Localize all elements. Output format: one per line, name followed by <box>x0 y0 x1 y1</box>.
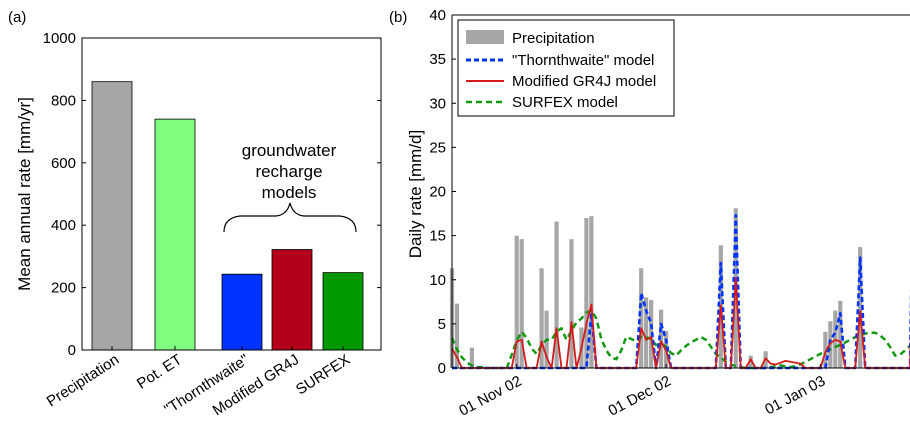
panel-a-x-tick-label: Modified GR4J <box>210 351 302 419</box>
panel-b-y-tick-label: 40 <box>429 7 446 24</box>
legend-label-thornthwaite: "Thornthwaite" model <box>512 52 654 69</box>
precipitation-bar <box>454 303 460 368</box>
annotation-line-1: groundwater <box>242 141 337 160</box>
precipitation-bar <box>569 239 574 368</box>
panel-b-x-tick-label: 01 Jan 03 <box>762 373 828 419</box>
panel-b-y-tick-label: 25 <box>429 139 446 156</box>
panel-a-bar <box>154 118 196 351</box>
precipitation-bar <box>748 355 753 368</box>
panel-a-label: (a) <box>8 9 26 26</box>
panel-b-legend: Precipitation "Thornthwaite" model Modif… <box>457 19 675 117</box>
panel-a-bar <box>221 273 263 351</box>
panel-b-time-series-chart: (b) Daily rate [mm/d] 0 5 10 15 20 25 30 35 40 0… <box>389 7 910 420</box>
panel-a-x-tick-label: Precipitation <box>44 351 122 410</box>
precipitation-bar <box>584 217 589 368</box>
panel-b-y-axis-label: Daily rate [mm/d] <box>406 130 425 258</box>
precipitation-bar <box>469 347 475 368</box>
panel-a-plot-frame <box>81 37 382 351</box>
panel-a-bar <box>271 249 313 351</box>
precipitation-bar <box>644 297 649 368</box>
panel-b-y-tick-label: 35 <box>429 51 446 68</box>
panel-a-bar-chart: (a) Mean annual rate [mm/yr] 0 200 400 600 8… <box>8 9 382 419</box>
annotation-line-3: models <box>262 183 317 202</box>
precipitation-bar <box>519 239 524 368</box>
panel-a-y-tick-label: 400 <box>51 217 76 234</box>
panel-b-label: (b) <box>389 9 407 26</box>
curly-brace <box>223 202 357 233</box>
panel-a-x-tick-label: Pot. ET <box>134 351 185 393</box>
precipitation-bar <box>838 300 843 368</box>
groundwater-annotation: groundwater recharge models <box>223 141 357 233</box>
legend-label-surfex: SURFEX model <box>512 94 618 111</box>
panel-a-y-tick-label: 200 <box>51 280 76 297</box>
panel-a-y-tick-label: 800 <box>51 92 76 109</box>
panel-a-y-tick-label: 600 <box>51 155 76 172</box>
panel-a-y-tick-label: 1000 <box>43 30 76 47</box>
panel-b-x-tick-label: 01 Dec 02 <box>606 373 674 420</box>
panel-a-y-tick-label: 0 <box>68 342 76 359</box>
panel-a-bar <box>322 272 364 351</box>
panel-b-y-tick-label: 5 <box>438 316 446 333</box>
precipitation-bar <box>514 235 519 368</box>
precipitation-bar <box>858 247 863 368</box>
precipitation-bar <box>554 221 559 368</box>
precipitation-bar <box>639 268 644 368</box>
panel-a-y-axis-label: Mean annual rate [mm/yr] <box>15 97 34 291</box>
precipitation-bar <box>658 309 664 368</box>
panel-b-y-tick-label: 20 <box>429 184 446 201</box>
panel-b-y-tick-label: 10 <box>429 272 446 289</box>
panel-a-bar <box>91 81 133 351</box>
legend-swatch-precipitation <box>466 30 504 44</box>
panel-b-y-tick-label: 30 <box>429 95 446 112</box>
panel-b-y-tick-label: 0 <box>438 360 446 377</box>
panel-b-y-tick-label: 15 <box>429 228 446 245</box>
panel-a-x-tick-label: SURFEX <box>293 351 353 398</box>
precipitation-bar <box>539 268 544 368</box>
panel-b-x-tick-label: 01 Nov 02 <box>456 373 524 420</box>
annotation-line-2: recharge <box>255 162 322 181</box>
precipitation-bar <box>589 216 594 368</box>
legend-label-precipitation: Precipitation <box>512 30 595 47</box>
legend-label-gr4j: Modified GR4J model <box>512 73 656 90</box>
